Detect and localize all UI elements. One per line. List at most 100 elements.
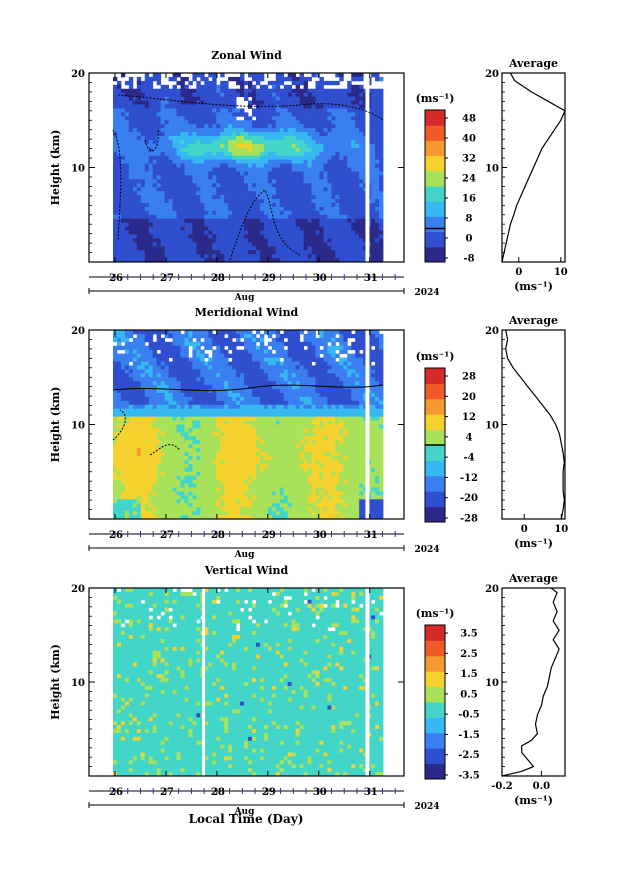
- heatmap-cell: [236, 254, 241, 259]
- heatmap-cell: [116, 404, 122, 410]
- heatmap-cell: [148, 84, 154, 90]
- heatmap-cell: [176, 222, 181, 227]
- heatmap-cell: [375, 88, 380, 94]
- heatmap-cell: [148, 191, 154, 196]
- heatmap-cell: [248, 73, 253, 78]
- heatmap-cell: [255, 100, 261, 105]
- heatmap-cell: [319, 136, 324, 141]
- heatmap-cell: [204, 389, 209, 394]
- heatmap-cell: [140, 503, 146, 508]
- heatmap-cell: [208, 183, 213, 188]
- heatmap-cell: [188, 377, 193, 382]
- heatmap-cell: [375, 191, 380, 196]
- heatmap-cell: [251, 175, 257, 180]
- heatmap-cell: [287, 206, 293, 212]
- heatmap-cell: [216, 100, 221, 105]
- heatmap-cell: [160, 88, 166, 94]
- heatmap-cell: [140, 187, 146, 192]
- heatmap-cell: [283, 238, 289, 243]
- heatmap-cell: [172, 345, 177, 351]
- heatmap-cell: [228, 416, 233, 421]
- heatmap-cell: [299, 112, 304, 117]
- heatmap-cell: [212, 416, 217, 421]
- heatmap-cell: [279, 167, 285, 172]
- heatmap-cell: [196, 357, 201, 362]
- heatmap-cell: [128, 503, 134, 508]
- heatmap-cell: [236, 471, 241, 477]
- heatmap-cell: [180, 116, 185, 121]
- heatmap-cell: [148, 230, 154, 235]
- heatmap-cell: [291, 128, 297, 133]
- heatmap-cell: [319, 258, 324, 263]
- heatmap-cell: [351, 163, 356, 168]
- heatmap-cell: [200, 416, 205, 421]
- heatmap-cell: [144, 163, 150, 168]
- heatmap-cell: [192, 191, 197, 196]
- heatmap-cell: [339, 73, 344, 78]
- heatmap-cell: [248, 128, 253, 133]
- heatmap-cell: [319, 238, 324, 243]
- heatmap-cell: [299, 73, 304, 78]
- heatmap-cell: [212, 84, 217, 90]
- heatmap-cell: [192, 353, 197, 358]
- heatmap-cell: [120, 475, 126, 481]
- heatmap-cell: [120, 104, 126, 109]
- heatmap-cell: [248, 206, 253, 212]
- heatmap-cell: [232, 100, 237, 105]
- heatmap-cell: [244, 143, 249, 149]
- heatmap-cell: [224, 503, 229, 508]
- heatmap-cell: [359, 143, 364, 149]
- heatmap-cell: [116, 396, 122, 402]
- heatmap-cell: [251, 242, 257, 247]
- heatmap-cell: [212, 412, 217, 418]
- heatmap-cell: [259, 258, 265, 263]
- heatmap-cell: [343, 214, 348, 220]
- heatmap-cell: [172, 361, 177, 366]
- heatmap-cell: [315, 242, 320, 247]
- heatmap-cell: [132, 171, 138, 176]
- heatmap-cell: [224, 116, 229, 121]
- heatmap-cell: [188, 369, 193, 374]
- heatmap-cell: [192, 254, 197, 259]
- heatmap-cell: [236, 183, 241, 188]
- heatmap-cell: [113, 507, 118, 512]
- heatmap-cell: [347, 139, 352, 145]
- heatmap-cell: [363, 108, 368, 113]
- heatmap-cell: [172, 73, 177, 78]
- heatmap-cell: [220, 155, 225, 161]
- heatmap-cell: [295, 242, 301, 247]
- heatmap-cell: [283, 151, 289, 157]
- heatmap-cell: [355, 116, 360, 121]
- heatmap-cell: [251, 373, 257, 378]
- heatmap-cell: [140, 393, 146, 398]
- heatmap-cell: [244, 199, 249, 204]
- heatmap-cell: [168, 234, 173, 239]
- heatmap-cell: [327, 167, 332, 172]
- heatmap-cell: [248, 191, 253, 196]
- heatmap-cell: [232, 412, 237, 418]
- heatmap-cell: [144, 412, 150, 418]
- heatmap-cell: [291, 258, 297, 263]
- heatmap-cell: [204, 503, 209, 508]
- heatmap-cell: [180, 416, 185, 421]
- heatmap-cell: [160, 155, 166, 161]
- heatmap-cell: [228, 139, 233, 145]
- heatmap-cell: [240, 238, 245, 243]
- heatmap-cell: [116, 80, 122, 86]
- heatmap-cell: [184, 330, 189, 335]
- heatmap-cell: [371, 218, 376, 224]
- heatmap-cell: [208, 246, 213, 251]
- heatmap-cell: [156, 100, 162, 105]
- heatmap-cell: [200, 183, 205, 188]
- heatmap-cell: [319, 242, 324, 247]
- heatmap-cell: [180, 452, 185, 457]
- heatmap-cell: [359, 226, 364, 231]
- heatmap-cell: [120, 404, 126, 410]
- heatmap-cell: [168, 511, 173, 516]
- heatmap-cell: [228, 456, 233, 461]
- heatmap-cell: [152, 222, 158, 227]
- heatmap-cell: [176, 452, 181, 457]
- heatmap-cell: [180, 120, 185, 125]
- heatmap-cell: [180, 463, 185, 469]
- heatmap-cell: [124, 246, 130, 251]
